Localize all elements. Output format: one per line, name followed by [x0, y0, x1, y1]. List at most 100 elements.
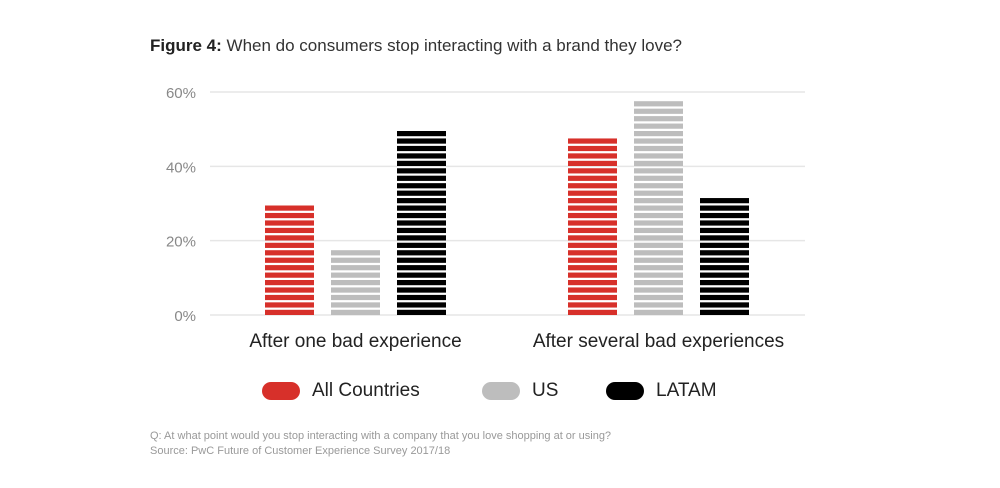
bar-stripe [265, 302, 314, 308]
bar-stripe [397, 227, 446, 234]
bar-stripe [397, 183, 446, 189]
bar-stripe [568, 287, 617, 293]
bar-stripe [634, 198, 683, 204]
legend-item-all-countries: All Countries [262, 380, 420, 402]
bar-stripe [634, 116, 683, 122]
bar-us [331, 250, 380, 315]
bar-stripe [397, 168, 446, 174]
bar-stripe [568, 160, 617, 166]
bar-stripe [397, 220, 446, 226]
bar-stripe [331, 280, 380, 286]
bar-stripe [265, 272, 314, 278]
source-note: Source: PwC Future of Customer Experienc… [150, 445, 451, 457]
bar-stripe [568, 138, 617, 144]
bar-stripe [397, 287, 446, 293]
bar-stripe [265, 242, 314, 248]
bar-stripe [568, 220, 617, 226]
bar-stripe [634, 235, 683, 241]
bar-stripe [397, 302, 446, 308]
bar-stripe [568, 309, 617, 315]
bar-stripe [634, 257, 683, 263]
bar-stripe [568, 257, 617, 263]
bar-stripe [634, 205, 683, 211]
bar-stripe [568, 302, 617, 308]
question-note: Q: At what point would you stop interact… [150, 430, 612, 442]
bar-stripe [397, 309, 446, 315]
bar-stripe [700, 302, 749, 308]
bar-us [634, 101, 683, 315]
bar-stripe [568, 294, 617, 301]
bar-stripe [700, 212, 749, 219]
legend-item-latam: LATAM [606, 380, 717, 402]
bar-stripe [700, 309, 749, 315]
bar-stripe [634, 145, 683, 152]
bar-stripe [568, 175, 617, 181]
bar-stripe [265, 280, 314, 286]
bar-stripe [397, 160, 446, 166]
bar-stripe [700, 250, 749, 256]
figure-label: Figure 4: [150, 36, 222, 55]
bar-all-countries [265, 205, 314, 315]
bar-stripe [265, 294, 314, 301]
x-category-label: After several bad experiences [533, 331, 784, 352]
bar-stripe [634, 168, 683, 174]
bar-stripe [331, 257, 380, 263]
bar-stripe [568, 280, 617, 286]
bar-stripe [397, 138, 446, 144]
bar-stripe [568, 198, 617, 204]
bar-stripe [634, 123, 683, 129]
bar-stripe [265, 287, 314, 293]
bar-stripe [331, 272, 380, 278]
x-category-label: After one bad experience [249, 331, 461, 352]
legend-swatch [482, 382, 520, 400]
bar-stripe [568, 168, 617, 174]
legend-swatch [262, 382, 300, 400]
bar-stripe [568, 212, 617, 219]
y-tick-label: 40% [166, 159, 196, 176]
bar-stripe [568, 190, 617, 196]
title-text: When do consumers stop interacting with … [226, 36, 683, 55]
bar-stripe [568, 153, 617, 159]
bar-stripe [568, 205, 617, 211]
bar-stripe [397, 145, 446, 152]
bar-stripe [634, 108, 683, 114]
bar-stripe [568, 227, 617, 234]
bar-stripe [634, 190, 683, 196]
bar-stripe [568, 242, 617, 248]
bar-stripe [265, 205, 314, 211]
bar-stripe [397, 235, 446, 241]
bar-stripe [331, 250, 380, 256]
bar-stripe [265, 212, 314, 219]
bar-latam [700, 198, 749, 315]
legend-swatch [606, 382, 644, 400]
bar-stripe [265, 309, 314, 315]
bar-stripe [265, 257, 314, 263]
legend-item-us: US [482, 380, 558, 402]
bar-stripe [634, 160, 683, 166]
bar-stripe [397, 153, 446, 159]
bar-stripe [397, 294, 446, 301]
bar-stripe [634, 153, 683, 159]
bar-stripe [397, 175, 446, 181]
bar-stripe [700, 257, 749, 263]
bar-stripe [700, 294, 749, 301]
bar-stripe [700, 227, 749, 234]
bar-stripe [700, 220, 749, 226]
bar-stripe [634, 250, 683, 256]
bar-stripe [634, 280, 683, 286]
legend-label: LATAM [656, 380, 717, 401]
bar-stripe [397, 280, 446, 286]
bar-stripe [700, 287, 749, 293]
bar-stripe [397, 212, 446, 219]
bar-latam [397, 131, 446, 315]
bar-stripe [634, 265, 683, 271]
bar-stripe [634, 183, 683, 189]
bar-stripe [331, 287, 380, 293]
bar-stripe [397, 198, 446, 204]
bar-stripe [634, 131, 683, 137]
bar-stripe [700, 242, 749, 248]
bar-stripe [634, 242, 683, 248]
bar-stripe [397, 257, 446, 263]
legend-label: US [532, 380, 559, 401]
